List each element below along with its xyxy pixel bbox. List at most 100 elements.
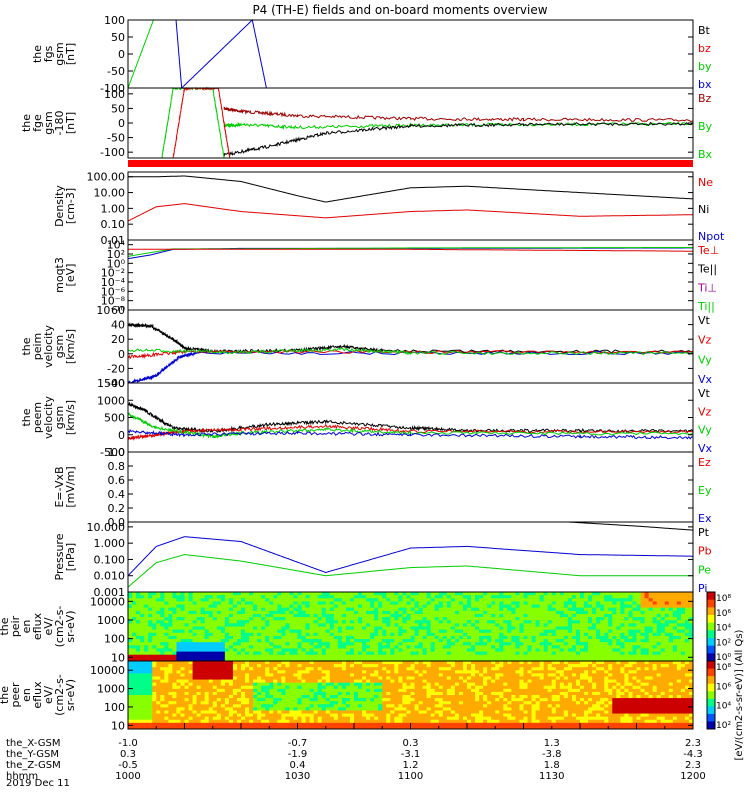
heatmap-cell — [148, 604, 153, 609]
y-axis-label-line: eV/ — [42, 617, 55, 635]
heatmap-cell — [434, 601, 440, 605]
heatmap-cell — [128, 610, 133, 615]
heatmap-cell — [644, 592, 650, 596]
heatmap-cell — [483, 613, 488, 618]
heatmap-cell — [325, 629, 331, 634]
heatmap-cell — [168, 632, 173, 637]
heatmap-cell — [571, 648, 577, 652]
heatmap-cell — [144, 679, 149, 684]
heatmap-cell — [313, 664, 319, 668]
heatmap-cell — [426, 698, 432, 702]
heatmap-cell — [281, 725, 286, 730]
heatmap-cell — [220, 601, 226, 605]
legend-entry: Bt — [698, 24, 711, 37]
heatmap-cell — [370, 607, 375, 612]
heatmap-cell — [652, 601, 658, 605]
heatmap-cell — [164, 707, 169, 711]
heatmap-cell — [414, 713, 419, 718]
heatmap-cell — [301, 722, 306, 727]
heatmap-cell — [144, 707, 149, 711]
y-axis-label-line: [cm-3] — [64, 188, 77, 224]
heatmap-cell — [551, 632, 557, 637]
heatmap-cell — [479, 595, 484, 599]
heatmap-cell — [567, 601, 573, 605]
heatmap-cell — [567, 635, 573, 640]
heatmap-cell — [132, 707, 137, 711]
heatmap-cell — [297, 613, 302, 618]
heatmap-cell — [136, 604, 141, 609]
heatmap-cell — [200, 651, 206, 656]
heatmap-cell — [245, 670, 250, 674]
heatmap-cell — [430, 629, 436, 634]
heatmap-cell — [289, 704, 294, 708]
heatmap-cell — [688, 642, 694, 646]
heatmap-cell — [616, 620, 621, 624]
heatmap-cell — [523, 642, 528, 646]
heatmap-cell — [241, 695, 246, 699]
heatmap-cell — [688, 598, 694, 602]
legend-entry: Ez — [698, 456, 711, 469]
heatmap-cell — [358, 604, 363, 609]
heatmap-cell — [386, 682, 391, 687]
heatmap-cell — [176, 642, 181, 646]
heatmap-cell — [370, 722, 375, 727]
heatmap-cell — [462, 620, 468, 624]
heatmap-cell — [624, 651, 629, 656]
heatmap-cell — [535, 601, 541, 605]
heatmap-cell — [491, 654, 496, 659]
heatmap-cell — [241, 667, 246, 671]
heatmap-cell — [491, 598, 496, 602]
heatmap-cell — [354, 695, 359, 699]
heatmap-cell — [236, 673, 242, 677]
heatmap-cell — [430, 664, 436, 668]
heatmap-cell — [208, 620, 214, 624]
heatmap-cell — [224, 654, 230, 659]
heatmap-cell — [269, 679, 274, 684]
heatmap-cell — [148, 719, 153, 724]
heatmap-cell — [305, 676, 311, 680]
heatmap-cell — [422, 725, 428, 730]
heatmap-cell — [140, 679, 145, 684]
heatmap-cell — [257, 613, 262, 618]
heatmap-cell — [156, 610, 161, 615]
heatmap-cell — [555, 613, 561, 618]
heatmap-cell — [600, 632, 605, 637]
heatmap-cell — [313, 691, 319, 696]
heatmap-cell — [220, 719, 226, 724]
heatmap-cell — [172, 695, 177, 699]
heatmap-cell — [204, 626, 210, 631]
heatmap-cell — [414, 691, 419, 696]
heatmap-cell — [236, 725, 242, 730]
heatmap-cell — [684, 626, 690, 631]
heatmap-cell — [503, 604, 508, 609]
heatmap-cell — [442, 639, 448, 643]
heatmap-cell — [176, 679, 181, 684]
heatmap-cell — [265, 617, 270, 621]
heatmap-cell — [471, 617, 476, 621]
heatmap-cell — [192, 661, 198, 665]
heatmap-cell — [188, 725, 193, 730]
heatmap-cell — [305, 725, 311, 730]
heatmap-cell — [632, 651, 637, 656]
heatmap-cell — [301, 645, 306, 649]
heatmap-cell — [232, 695, 238, 699]
heatmap-cell — [228, 701, 234, 705]
heatmap-cell — [450, 629, 456, 634]
heatmap-cell — [442, 648, 448, 652]
heatmap-cell — [487, 629, 492, 634]
heatmap-cell — [192, 648, 198, 652]
heatmap-cell — [208, 629, 214, 634]
heatmap-cell — [180, 635, 185, 640]
heatmap-cell — [414, 710, 419, 714]
heatmap-cell — [430, 654, 436, 659]
heatmap-cell — [273, 716, 278, 721]
heatmap-cell — [329, 648, 335, 652]
heatmap-cell — [241, 595, 246, 599]
heatmap-cell — [632, 607, 637, 612]
heatmap-cell — [204, 604, 210, 609]
heatmap-cell — [418, 667, 424, 671]
heatmap-cell — [434, 642, 440, 646]
heatmap-cell — [555, 626, 561, 631]
series-line — [568, 521, 693, 531]
heatmap-cell — [176, 673, 181, 677]
